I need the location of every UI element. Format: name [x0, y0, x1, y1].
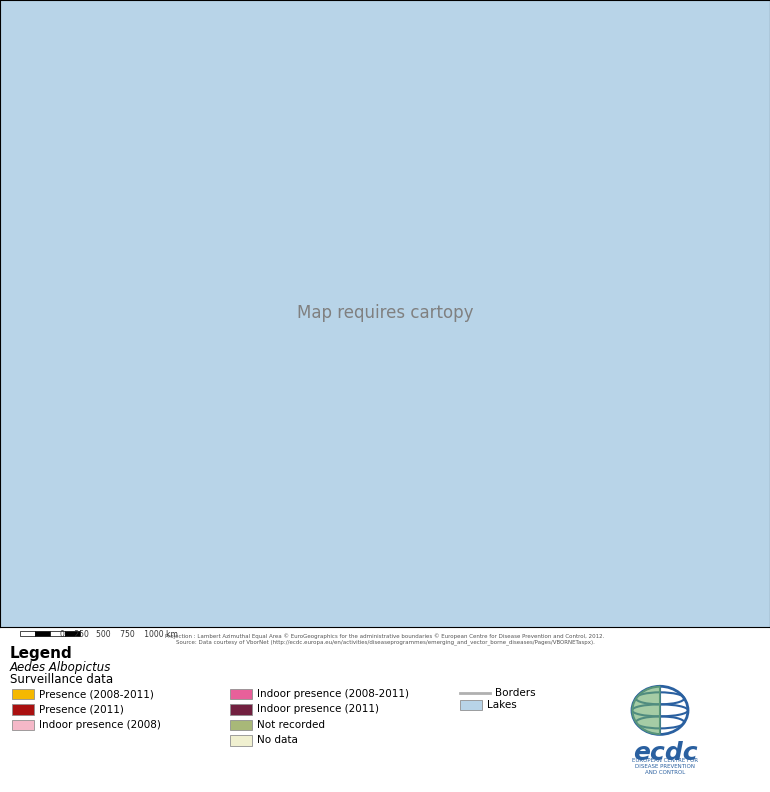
Bar — [20, 631, 35, 636]
Text: Legend: Legend — [10, 646, 72, 661]
Bar — [460, 700, 482, 710]
Bar — [12, 704, 34, 714]
Text: Borders: Borders — [495, 688, 536, 699]
Text: Presence (2008-2011): Presence (2008-2011) — [39, 689, 154, 699]
Bar — [50, 631, 65, 636]
Text: EUROPEAN CENTRE FOR
DISEASE PREVENTION
AND CONTROL: EUROPEAN CENTRE FOR DISEASE PREVENTION A… — [632, 759, 698, 775]
Text: Not recorded: Not recorded — [257, 720, 325, 730]
Bar — [230, 720, 252, 730]
Text: Indoor presence (2008-2011): Indoor presence (2008-2011) — [257, 689, 409, 699]
Bar — [230, 704, 252, 714]
Bar — [12, 720, 34, 730]
Text: Indoor presence (2011): Indoor presence (2011) — [257, 705, 379, 714]
Bar — [35, 631, 50, 636]
Text: ecdc: ecdc — [633, 741, 698, 765]
Text: 0    250   500    750    1000 km: 0 250 500 750 1000 km — [60, 630, 178, 639]
Text: Presence (2011): Presence (2011) — [39, 705, 124, 714]
Text: Source: Data courtesy of VborNet (http://ecdc.europa.eu/en/activities/diseasepro: Source: Data courtesy of VborNet (http:/… — [176, 639, 594, 645]
Bar — [230, 735, 252, 745]
Text: Map requires cartopy: Map requires cartopy — [296, 304, 474, 322]
Text: Indoor presence (2008): Indoor presence (2008) — [39, 720, 161, 730]
Bar — [65, 631, 80, 636]
Text: No data: No data — [257, 736, 298, 745]
Text: Projection : Lambert Azimuthal Equal Area © EuroGeographics for the administrati: Projection : Lambert Azimuthal Equal Are… — [166, 633, 604, 638]
Text: Surveillance data: Surveillance data — [10, 673, 113, 687]
Bar — [12, 689, 34, 699]
Polygon shape — [632, 687, 660, 734]
Bar — [230, 689, 252, 699]
Text: Aedes Albopictus: Aedes Albopictus — [10, 661, 112, 674]
Text: Lakes: Lakes — [487, 700, 517, 710]
